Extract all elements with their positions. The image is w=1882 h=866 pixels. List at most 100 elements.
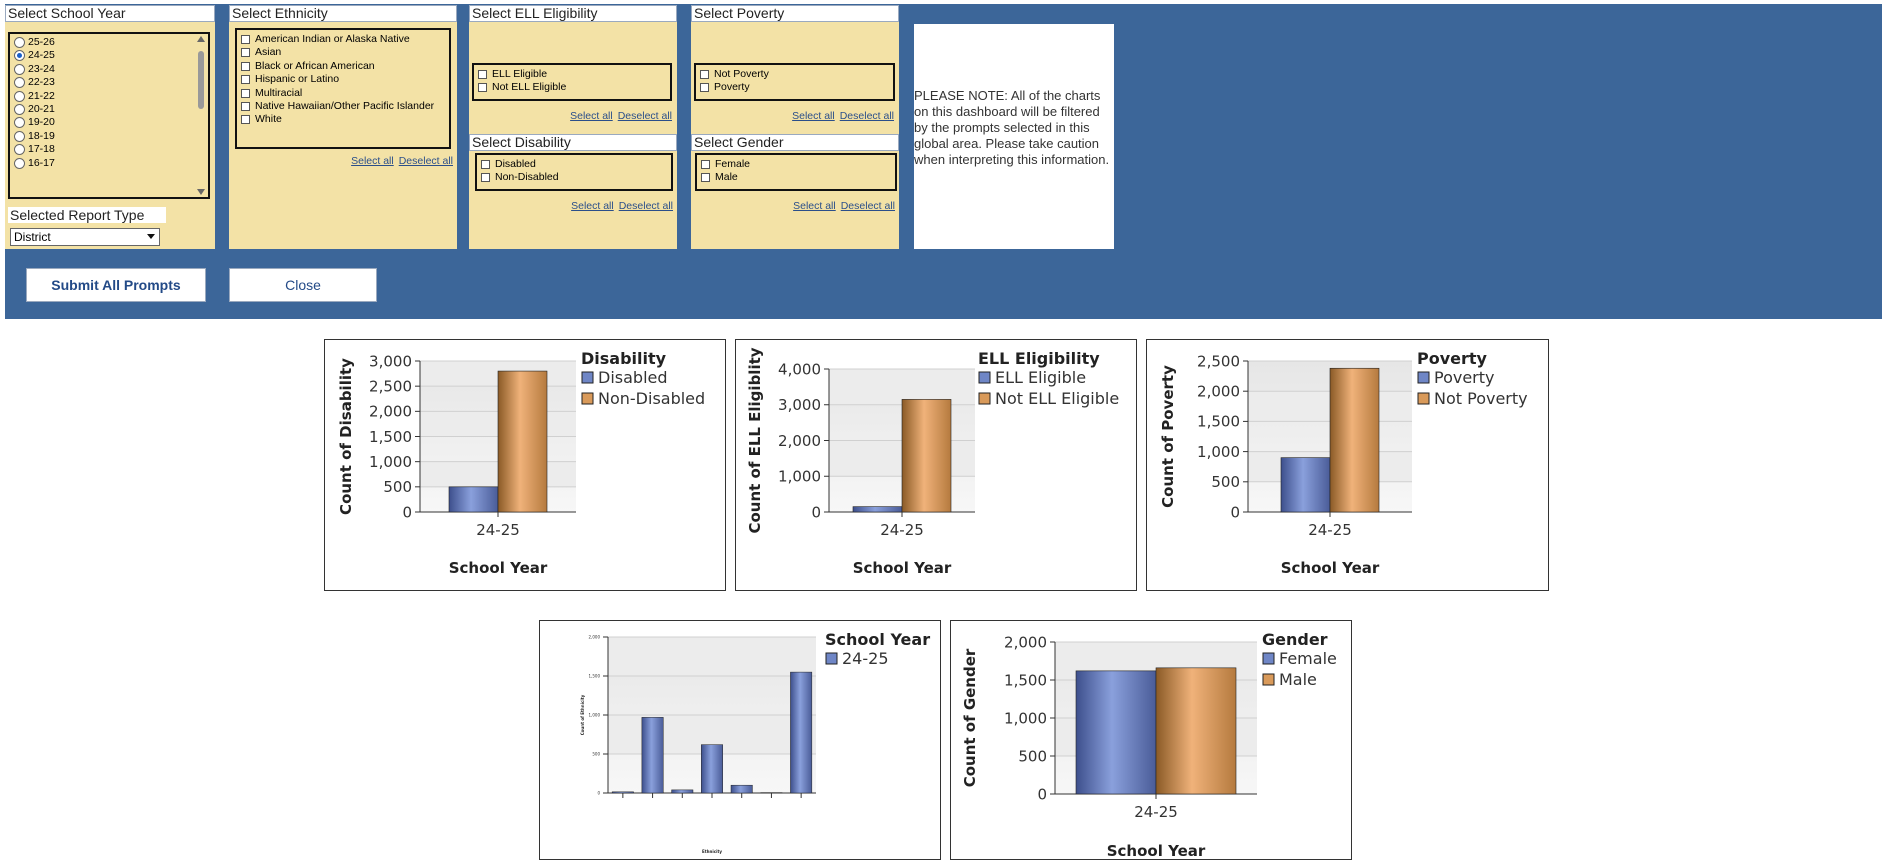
school-year-option-24-25[interactable]: 24-25 [14, 49, 55, 62]
submit-all-prompts-button[interactable]: Submit All Prompts [26, 268, 206, 302]
school-year-option-19-20[interactable]: 19-20 [14, 116, 55, 129]
report-type-select[interactable]: District [10, 228, 160, 246]
legend-swatch [1418, 393, 1429, 404]
ethnicity-option-native-hawaiian-other-pacific-islander[interactable]: Native Hawaiian/Other Pacific Islander [241, 100, 434, 113]
deselect-all-link[interactable]: Deselect all [618, 110, 672, 122]
radio-icon[interactable] [14, 64, 25, 75]
checkbox-icon[interactable] [481, 173, 490, 182]
ethnicity-option-white[interactable]: White [241, 113, 282, 126]
deselect-all-link[interactable]: Deselect all [399, 155, 453, 167]
checkbox-icon[interactable] [478, 70, 487, 79]
close-button[interactable]: Close [229, 268, 377, 302]
checkbox-icon[interactable] [241, 75, 250, 84]
school-year-option-17-18[interactable]: 17-18 [14, 143, 55, 156]
radio-icon[interactable] [14, 37, 25, 48]
select-all-link[interactable]: Select all [351, 155, 394, 167]
x-axis-title: School Year [449, 559, 548, 577]
ethnicity-panel: Select Ethnicity American Indian or Alas… [229, 5, 457, 249]
radio-icon[interactable] [14, 131, 25, 142]
y-tick-label: 2,500 [369, 377, 412, 395]
scrollbar[interactable] [196, 36, 206, 195]
select-all-link[interactable]: Select all [793, 200, 836, 212]
school-year-option-23-24[interactable]: 23-24 [14, 63, 55, 76]
ethnicity-option-asian[interactable]: Asian [241, 46, 281, 59]
y-tick-label: 500 [592, 751, 600, 756]
scroll-down-icon[interactable] [197, 189, 205, 195]
y-tick-label: 1,000 [1004, 709, 1047, 727]
school-year-option-21-22[interactable]: 21-22 [14, 90, 55, 103]
radio-icon[interactable] [14, 50, 25, 61]
checkbox-icon[interactable] [241, 35, 250, 44]
legend-swatch [1263, 653, 1274, 664]
scroll-up-icon[interactable] [197, 36, 205, 42]
poverty-option-poverty[interactable]: Poverty [700, 81, 750, 94]
ell-option-ell-eligible[interactable]: ELL Eligible [478, 68, 547, 81]
gender-option-female[interactable]: Female [701, 158, 750, 171]
deselect-all-link[interactable]: Deselect all [619, 200, 673, 212]
gender-option-male[interactable]: Male [701, 171, 738, 184]
bar [731, 785, 752, 793]
gender-select-links: Select all Deselect all [788, 200, 895, 212]
x-tick-label: 24-25 [476, 521, 520, 539]
ell-select-links: Select all Deselect all [565, 110, 672, 122]
checkbox-icon[interactable] [241, 48, 250, 57]
checkbox-icon[interactable] [481, 160, 490, 169]
select-all-link[interactable]: Select all [570, 110, 613, 122]
disability-option-disabled[interactable]: Disabled [481, 158, 536, 171]
x-tick-label: 24-25 [1308, 521, 1352, 539]
legend-label: ELL Eligible [995, 368, 1086, 387]
checkbox-icon[interactable] [241, 102, 250, 111]
checkbox-icon[interactable] [241, 115, 250, 124]
x-axis-title: School Year [1107, 842, 1206, 860]
checkbox-icon[interactable] [241, 62, 250, 71]
checkbox-icon[interactable] [700, 70, 709, 79]
school-year-option-16-17[interactable]: 16-17 [14, 157, 55, 170]
checkbox-icon[interactable] [701, 160, 710, 169]
checkbox-icon[interactable] [700, 83, 709, 92]
disability-option-non-disabled[interactable]: Non-Disabled [481, 171, 559, 184]
bar-male [1156, 668, 1236, 794]
radio-icon[interactable] [14, 144, 25, 155]
scroll-thumb[interactable] [198, 51, 204, 109]
school-year-option-label: 25-26 [28, 36, 55, 49]
ethnicity-option-american-indian-or-alaska-native[interactable]: American Indian or Alaska Native [241, 33, 410, 46]
select-all-link[interactable]: Select all [571, 200, 614, 212]
radio-icon[interactable] [14, 158, 25, 169]
radio-icon[interactable] [14, 117, 25, 128]
ethnicity-option-black-or-african-american[interactable]: Black or African American [241, 60, 375, 73]
school-year-option-25-26[interactable]: 25-26 [14, 36, 55, 49]
legend-swatch [1418, 372, 1429, 383]
poverty-option-not-poverty[interactable]: Not Poverty [700, 68, 769, 81]
checkbox-icon[interactable] [241, 89, 250, 98]
school-year-option-22-23[interactable]: 22-23 [14, 76, 55, 89]
ethnicity-option-multiracial[interactable]: Multiracial [241, 87, 302, 100]
school-year-option-20-21[interactable]: 20-21 [14, 103, 55, 116]
gender-title: Select Gender [691, 134, 899, 151]
bar-not-poverty [1330, 368, 1379, 512]
ethnicity-option-hispanic-or-latino[interactable]: Hispanic or Latino [241, 73, 339, 86]
x-tick-label: 24-25 [1134, 803, 1178, 821]
poverty-option-label: Not Poverty [714, 68, 769, 81]
y-tick-label: 0 [597, 790, 600, 795]
bar-not-ell-eligible [902, 399, 951, 512]
deselect-all-link[interactable]: Deselect all [840, 110, 894, 122]
select-all-link[interactable]: Select all [792, 110, 835, 122]
ell-option-not-ell-eligible[interactable]: Not ELL Eligible [478, 81, 566, 94]
radio-icon[interactable] [14, 77, 25, 88]
checkbox-icon[interactable] [701, 173, 710, 182]
checkbox-icon[interactable] [478, 83, 487, 92]
radio-icon[interactable] [14, 104, 25, 115]
deselect-all-link[interactable]: Deselect all [841, 200, 895, 212]
y-tick-label: 2,000 [1004, 633, 1047, 651]
radio-icon[interactable] [14, 91, 25, 102]
y-tick-label: 1,500 [589, 673, 601, 678]
school-year-option-18-19[interactable]: 18-19 [14, 130, 55, 143]
